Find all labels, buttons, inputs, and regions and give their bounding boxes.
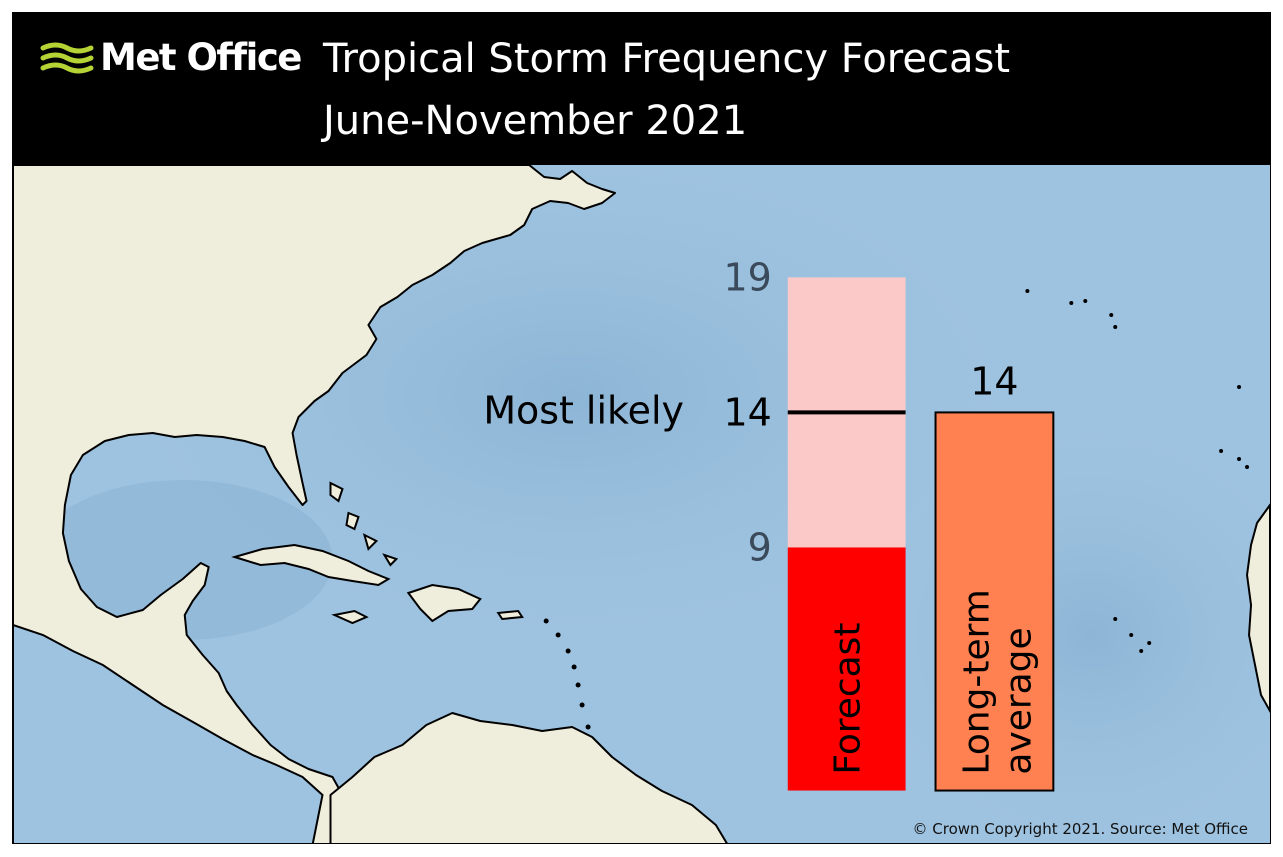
south-america-land [329, 712, 728, 843]
forecast-chart: 19 14 9 Most likely 14 Forecast Long-ter… [483, 255, 1055, 792]
puerto-rico [496, 609, 524, 621]
atlantic-islands [1025, 289, 1250, 653]
jamaica [331, 609, 369, 625]
pacific-ocean [13, 623, 324, 843]
logo-text: Met Office [100, 35, 302, 79]
average-bar-label-line2: average [998, 627, 1039, 774]
bahamas [329, 481, 399, 567]
africa-land [1246, 503, 1270, 714]
gulf-shading [32, 480, 333, 640]
copyright-notice: © Crown Copyright 2021. Source: Met Offi… [912, 820, 1248, 838]
header-bar: Met Office Tropical Storm Frequency Fore… [13, 13, 1270, 165]
tick-label-low: 9 [748, 525, 772, 569]
north-america-land [13, 165, 617, 843]
met-office-logo: Met Office [40, 33, 302, 81]
average-value-label: 14 [970, 359, 1018, 403]
cuba [231, 543, 391, 587]
average-bar [934, 411, 1055, 792]
tick-label-most-likely: 14 [724, 390, 772, 434]
tick-label-high: 19 [724, 255, 772, 299]
lesser-antilles [543, 618, 591, 730]
average-bar-label-line1: Long-term [956, 589, 997, 774]
chart-subtitle: June-November 2021 [323, 98, 748, 144]
forecast-bar-label: Forecast [828, 622, 869, 774]
most-likely-label: Most likely [483, 388, 684, 432]
hispaniola [406, 583, 482, 623]
infographic-frame: Met Office Tropical Storm Frequency Fore… [12, 12, 1271, 844]
chart-title: Tropical Storm Frequency Forecast [323, 36, 1011, 82]
forecast-bar [787, 547, 906, 791]
met-office-waves-icon [40, 42, 94, 74]
